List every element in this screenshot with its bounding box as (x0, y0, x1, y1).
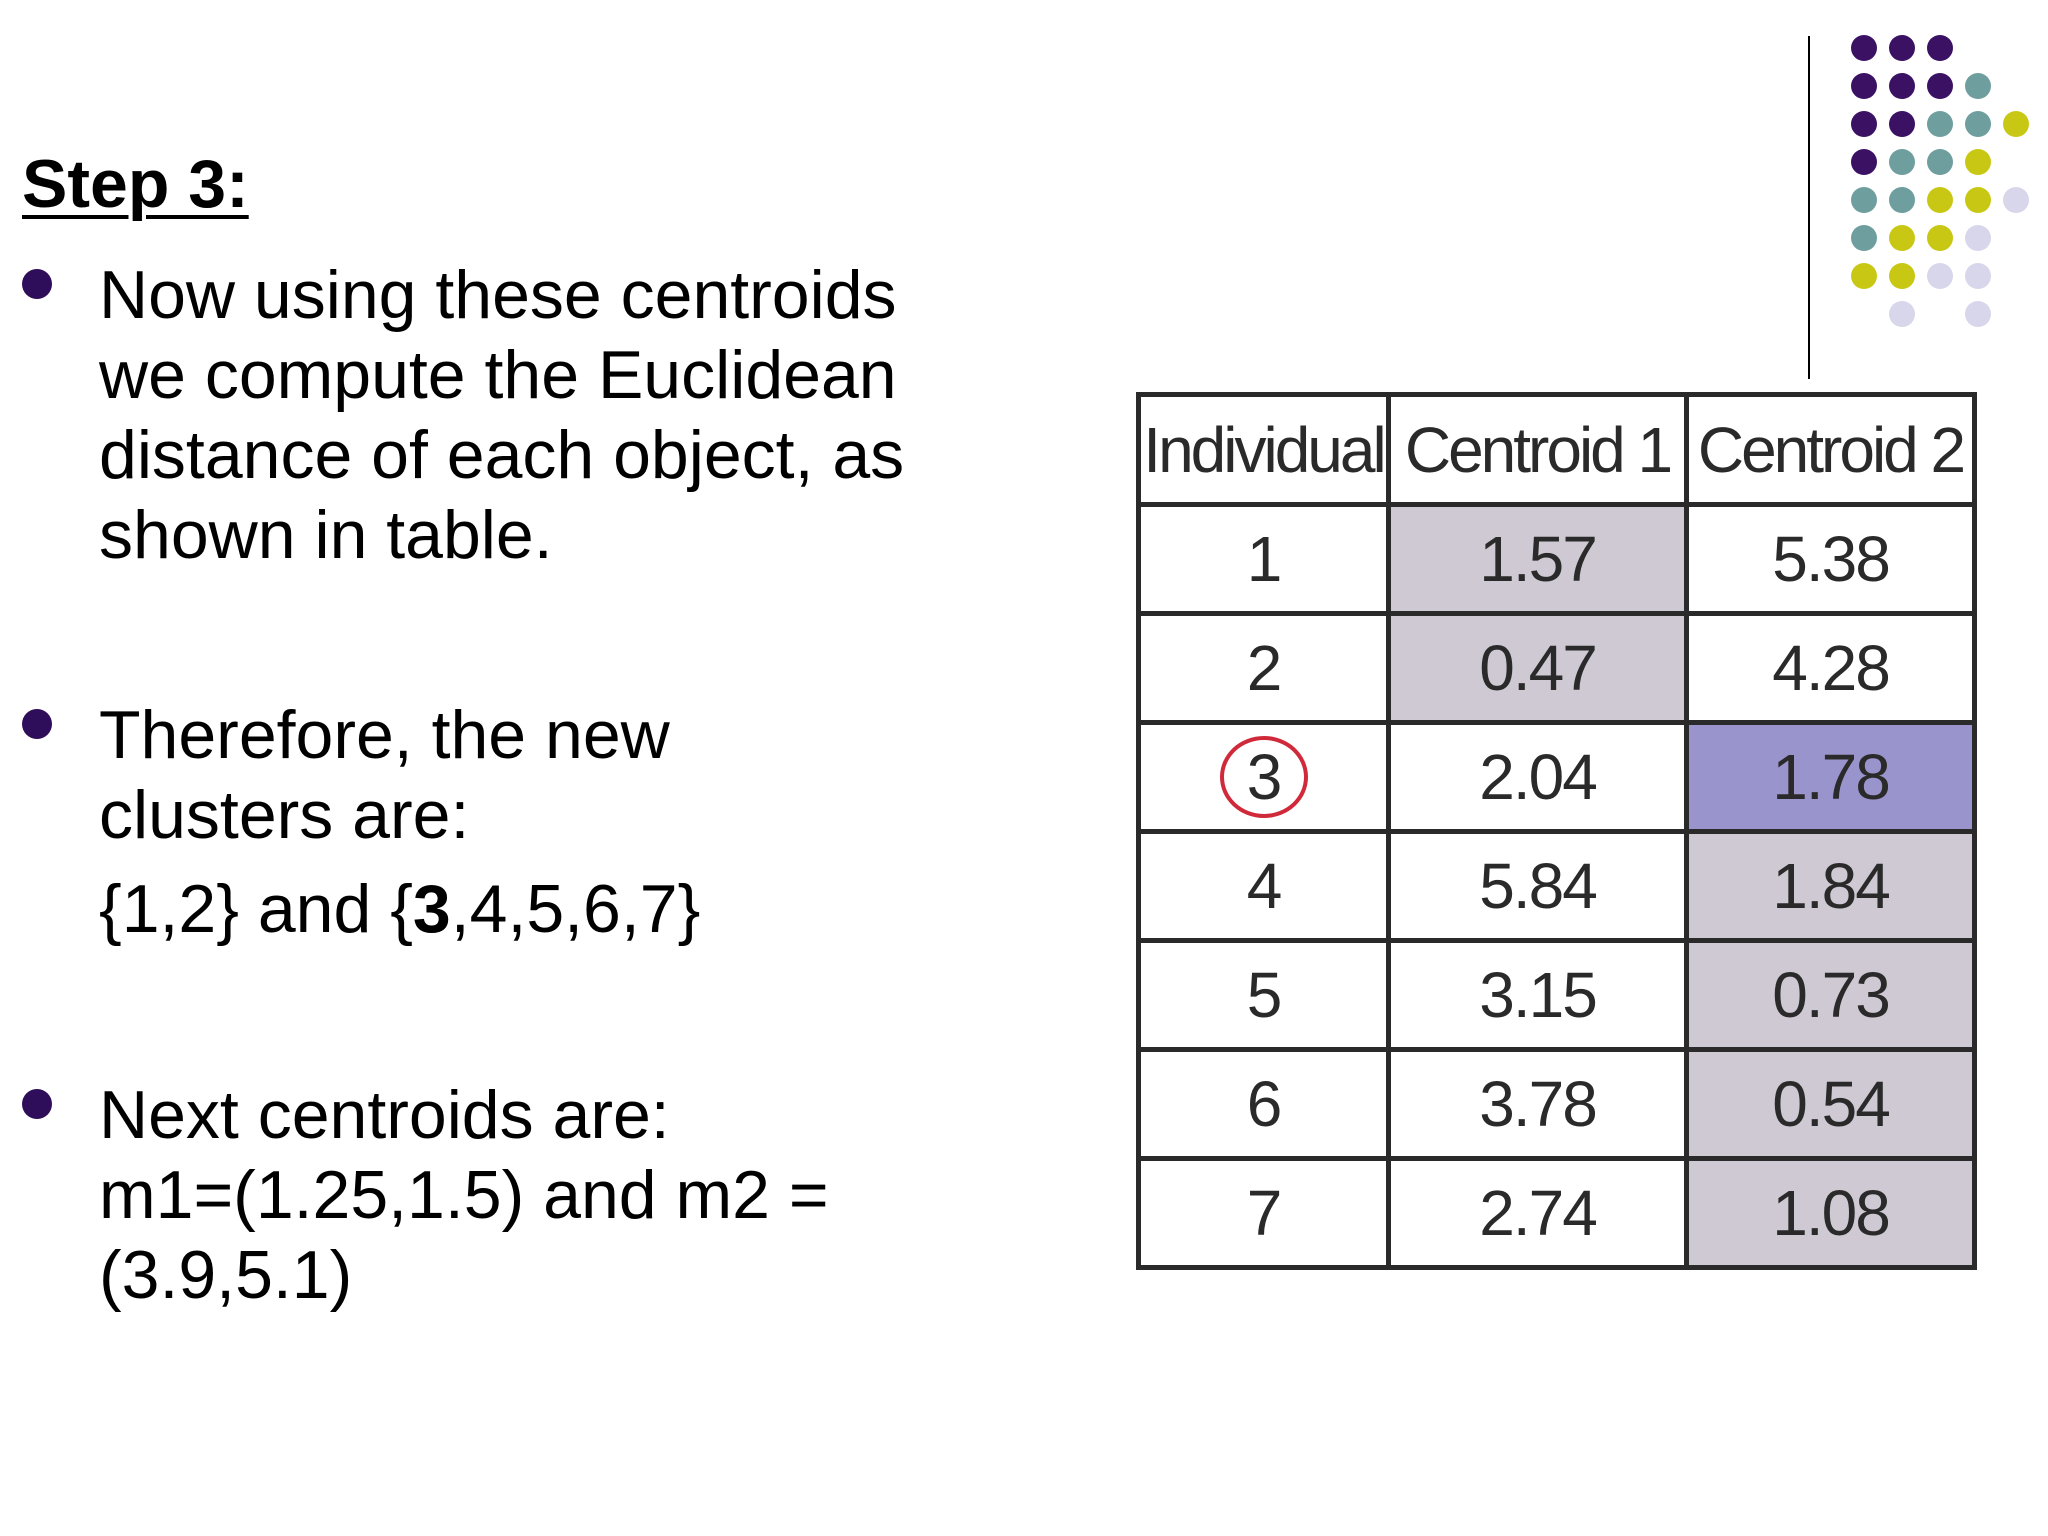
decor-dot (1889, 73, 1915, 99)
bullet-2-line: clusters are: (99, 777, 470, 853)
decor-dot (1851, 225, 1877, 251)
decor-dot (1965, 301, 1991, 327)
header-individual: Individual (1136, 392, 1391, 507)
decor-dot (1889, 225, 1915, 251)
cluster-set-post: ,4,5,6,7} (450, 871, 701, 947)
decor-dot-grid (1851, 35, 2029, 327)
bullet-3-text: Next centroids are: m1=(1.25,1.5) and m2… (99, 1075, 1022, 1315)
cell-individual: 1 (1136, 502, 1391, 616)
cell-centroid-1: 2.04 (1386, 720, 1689, 834)
decor-dot (1851, 73, 1877, 99)
cell-centroid-2: 0.54 (1684, 1047, 1977, 1161)
decor-dots-icon (1851, 35, 2029, 327)
decor-dot (1927, 73, 1953, 99)
header-centroid-1: Centroid 1 (1386, 392, 1689, 507)
table-row: 4 5.84 1.84 (1136, 829, 1977, 943)
bullet-1: Now using these centroids we compute the… (22, 255, 1022, 575)
decor-dot (1889, 263, 1915, 289)
cluster-sets: {1,2} and {3,4,5,6,7} (99, 869, 1022, 949)
decor-dot (1965, 263, 1991, 289)
decor-dot (1927, 225, 1953, 251)
cell-individual: 2 (1136, 611, 1391, 725)
cell-centroid-1: 3.78 (1386, 1047, 1689, 1161)
circled-individual: 3 (1219, 736, 1308, 818)
cell-centroid-2: 1.84 (1684, 829, 1977, 943)
decor-dot (1889, 301, 1915, 327)
distance-table: Individual Centroid 1 Centroid 2 1 1.57 … (1136, 392, 1977, 1270)
decor-dot (1965, 111, 1991, 137)
table-row: 3 2.04 1.78 (1136, 720, 1977, 834)
bullet-3-line: m1=(1.25,1.5) and m2 = (99, 1157, 829, 1233)
cluster-set-bold: 3 (412, 871, 451, 947)
bullet-3-line: (3.9,5.1) (99, 1237, 353, 1313)
bullet-3: Next centroids are: m1=(1.25,1.5) and m2… (22, 1075, 1022, 1315)
decor-dot (1927, 187, 1953, 213)
cell-centroid-1: 5.84 (1386, 829, 1689, 943)
cell-centroid-2: 0.73 (1684, 938, 1977, 1052)
cell-individual: 4 (1136, 829, 1391, 943)
cell-individual: 7 (1136, 1156, 1391, 1270)
decor-dot (1851, 263, 1877, 289)
table-row: 7 2.74 1.08 (1136, 1156, 1977, 1270)
bullet-1-text: Now using these centroids we compute the… (99, 255, 1022, 575)
table-header-row: Individual Centroid 1 Centroid 2 (1136, 392, 1977, 507)
cell-centroid-1: 0.47 (1386, 611, 1689, 725)
bullet-dot-icon (22, 1089, 52, 1119)
bullet-2-line: Therefore, the new (99, 697, 670, 773)
bullet-dot-icon (22, 709, 52, 739)
decor-dot (1851, 187, 1877, 213)
decor-dot (2003, 187, 2029, 213)
bullet-dot-icon (22, 269, 52, 299)
decor-dot (1965, 225, 1991, 251)
cell-centroid-1: 2.74 (1386, 1156, 1689, 1270)
decor-dot (1927, 149, 1953, 175)
decor-dot (1889, 149, 1915, 175)
cell-individual: 3 (1136, 720, 1391, 834)
bullet-1-line: shown in table. (99, 497, 553, 573)
cell-centroid-1: 3.15 (1386, 938, 1689, 1052)
decor-dot (1965, 149, 1991, 175)
cell-centroid-2-highlight: 1.78 (1684, 720, 1977, 834)
decor-dot (1889, 35, 1915, 61)
bullet-2-text: Therefore, the new clusters are: (99, 695, 1022, 855)
bullet-1-line: Now using these centroids (99, 257, 897, 333)
bullet-2: Therefore, the new clusters are: {1,2} a… (22, 695, 1022, 949)
bullet-3-line: Next centroids are: (99, 1077, 670, 1153)
table-row: 2 0.47 4.28 (1136, 611, 1977, 725)
decor-dot (1851, 35, 1877, 61)
cell-individual: 5 (1136, 938, 1391, 1052)
header-centroid-2: Centroid 2 (1684, 392, 1977, 507)
table-row: 5 3.15 0.73 (1136, 938, 1977, 1052)
cluster-set-pre: {1,2} and { (99, 871, 413, 947)
decor-dot (1927, 263, 1953, 289)
decor-dot (1965, 73, 1991, 99)
cell-centroid-2: 4.28 (1684, 611, 1977, 725)
slide-heading: Step 3: (22, 146, 249, 222)
table-row: 6 3.78 0.54 (1136, 1047, 1977, 1161)
decor-dot (2003, 111, 2029, 137)
table-row: 1 1.57 5.38 (1136, 502, 1977, 616)
decor-dot (1927, 111, 1953, 137)
cell-centroid-2: 5.38 (1684, 502, 1977, 616)
decor-dot (1965, 187, 1991, 213)
cell-centroid-1: 1.57 (1386, 502, 1689, 616)
bullet-1-line: we compute the Euclidean (99, 337, 897, 413)
decor-dot (1851, 149, 1877, 175)
decor-vertical-line (1808, 36, 1810, 379)
decor-dot (1889, 187, 1915, 213)
cell-centroid-2: 1.08 (1684, 1156, 1977, 1270)
cell-individual: 6 (1136, 1047, 1391, 1161)
decor-dot (1889, 111, 1915, 137)
bullet-1-line: distance of each object, as (99, 417, 905, 493)
decor-dot (1927, 35, 1953, 61)
decor-dot (1851, 111, 1877, 137)
